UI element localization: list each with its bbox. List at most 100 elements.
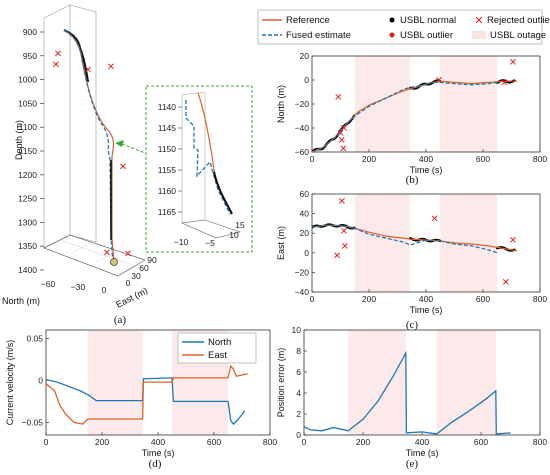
depth-tick-label: 1200 <box>18 170 37 180</box>
legend-label-usbl-normal: USBL normal <box>400 15 456 26</box>
caption-e: (e) <box>406 458 419 470</box>
depth-tick-label: 1350 <box>18 241 37 251</box>
outlier-marker: ✕ <box>435 76 443 87</box>
depth-axis-label: Depth (m) <box>14 120 24 160</box>
inset-north-tick: 15 <box>235 220 245 230</box>
y-tick-label: 0.05 <box>26 333 43 343</box>
outage-band <box>436 330 496 435</box>
plot-frame <box>311 55 541 153</box>
legend-velocity-box <box>177 332 257 364</box>
inset-east-tick: −10 <box>174 237 189 247</box>
y-tick-label: −0.05 <box>21 417 43 427</box>
plot-data <box>312 79 518 152</box>
outlier-marker: ✕ <box>54 49 62 60</box>
panel-c-plot: 0 200 400 600 800 −40 −20 0 20 40 60 Time (s) East (… <box>276 189 547 315</box>
x-tick-label: 0 <box>310 294 315 304</box>
panel-a: 9009501000105011001150120012501300135014… <box>2 4 253 326</box>
north-axis-label: North (m) <box>2 296 40 306</box>
x-tick-label: 600 <box>474 437 488 447</box>
x-axis-label: Time (s) <box>406 448 439 458</box>
x-tick-label: 400 <box>151 437 165 447</box>
caption-c: (c) <box>406 319 419 331</box>
outlier-marker: ✕ <box>334 92 342 103</box>
panel-e-plot: 0 200 400 600 800 0 2 4 6 8 10 Time (s) Position err… <box>276 325 547 458</box>
legend-label-east: East <box>208 350 227 361</box>
x-axis-label: Time (s) <box>410 305 443 315</box>
outlier-marker: ✕ <box>502 278 510 289</box>
legend-swatch-usbl-outlier <box>389 32 395 38</box>
inset-usbl <box>213 171 233 215</box>
inset-fused <box>185 100 231 215</box>
outlier-marker: ✕ <box>103 248 111 259</box>
x-tick-label: 800 <box>533 294 547 304</box>
depth-tick-label: 1250 <box>18 194 37 204</box>
y-tick-label: 2 <box>296 409 301 419</box>
east-tick-label: 60 <box>139 263 149 273</box>
outlier-marker: ✕ <box>107 62 115 73</box>
outlier-marker: ✕ <box>509 236 517 247</box>
panel-a-floor-grid <box>70 239 98 254</box>
plot-frame <box>303 329 541 436</box>
y-axis-label: Position error (m) <box>276 348 286 418</box>
outlier-marker: ✕ <box>333 251 341 262</box>
outlier-marker: ✕ <box>336 128 344 139</box>
legend-velocity: North East <box>177 332 257 364</box>
legend-top: Reference USBL normal ✕ Rejected outlier… <box>257 9 550 45</box>
caption-a: (a) <box>114 314 127 326</box>
north-tick-label: −60 <box>41 279 56 289</box>
y-tick-label: 0 <box>304 248 309 258</box>
x-tick-label: 600 <box>476 154 490 164</box>
legend-label-fused: Fused estimate <box>286 30 351 41</box>
end-marker <box>110 258 118 266</box>
caption-b: (b) <box>406 174 419 186</box>
y-tick-label: 20 <box>300 228 310 238</box>
outlier-marker: ✕ <box>119 162 127 173</box>
x-tick-label: 200 <box>356 437 370 447</box>
outlier-marker: ✕ <box>509 58 517 69</box>
y-tick-label: 0 <box>304 75 309 85</box>
zoom-arrow <box>115 140 124 147</box>
depth-tick-label: 1050 <box>18 98 37 108</box>
east-tick-label: 90 <box>147 255 157 265</box>
zoom-arrow <box>121 143 146 154</box>
x-tick-label: 800 <box>263 437 277 447</box>
inset-north-tick: 10 <box>229 230 239 240</box>
x-axis-label: Time (s) <box>142 448 175 458</box>
x-tick-label: 0 <box>310 154 315 164</box>
x-tick-label: 400 <box>415 437 429 447</box>
outage-band <box>440 56 498 152</box>
panel-a-outliers: ✕✕ ✕ ✕✕✕ ✕ <box>52 49 132 260</box>
plot-data <box>312 223 518 254</box>
outlier-marker: ✕ <box>500 78 508 89</box>
fused-line <box>312 224 498 254</box>
series-line-position-error <box>304 350 511 435</box>
outlier-marker: ✕ <box>338 196 346 207</box>
inset-depth-tick-label: 1145 <box>158 123 177 133</box>
x-tick-label: 0 <box>44 437 49 447</box>
outage-band <box>354 56 411 152</box>
legend-label-usbl-outlier: USBL outlier <box>400 30 453 41</box>
depth-tick-label: 1150 <box>19 146 38 156</box>
depth-tick-label: 1400 <box>18 265 37 275</box>
panel-a-floor-grid <box>59 239 136 267</box>
outlier-marker: ✕ <box>341 241 349 252</box>
y-tick-label: 0 <box>38 375 43 385</box>
x-tick-label: 200 <box>362 294 376 304</box>
east-tick-label: 30 <box>131 271 141 281</box>
y-tick-label: −40 <box>295 287 310 297</box>
inset-depth-ticks: 1140 1145 1150 1155 1160 1165 <box>158 102 182 217</box>
x-tick-label: 200 <box>95 437 109 447</box>
y-tick-label: 60 <box>300 189 310 199</box>
legend-label-outage: USBL outage <box>490 30 546 41</box>
legend-swatch-outage <box>472 31 486 39</box>
y-tick-label: 4 <box>296 388 301 398</box>
legend-swatch-usbl-normal <box>389 17 395 23</box>
inset-floor <box>180 219 242 239</box>
x-tick-label: 600 <box>476 294 490 304</box>
legend-label-north: North <box>208 337 231 348</box>
y-tick-label: 20 <box>300 51 310 61</box>
north-tick-label: 0 <box>102 285 107 295</box>
depth-tick-label: 1100 <box>19 122 38 132</box>
plot-data <box>46 364 248 426</box>
legend-top-box <box>257 9 543 45</box>
